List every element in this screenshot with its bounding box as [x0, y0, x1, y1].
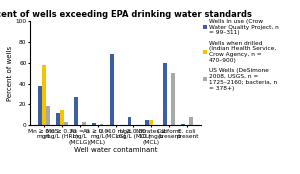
Bar — [60, 110, 64, 125]
Bar — [164, 63, 167, 125]
X-axis label: Well water contaminant: Well water contaminant — [74, 147, 157, 153]
Bar — [92, 123, 96, 125]
Bar — [146, 120, 149, 125]
Bar — [100, 124, 104, 125]
Bar — [110, 54, 113, 125]
Bar — [149, 120, 153, 125]
Legend: Wells in use (Crow
Water Quality Project, n
= 99–311), Wells when drilled
(India: Wells in use (Crow Water Quality Project… — [203, 19, 279, 91]
Bar — [182, 124, 185, 125]
Bar — [46, 106, 50, 125]
Bar — [189, 117, 193, 125]
Bar — [82, 122, 86, 125]
Title: Percent of wells exceeding EPA drinking water standards: Percent of wells exceeding EPA drinking … — [0, 10, 251, 19]
Bar — [74, 97, 78, 125]
Bar — [38, 86, 42, 125]
Bar — [128, 117, 131, 125]
Bar — [171, 73, 175, 125]
Bar — [56, 113, 60, 125]
Bar — [42, 65, 46, 125]
Bar — [64, 122, 68, 125]
Y-axis label: Percent of wells: Percent of wells — [7, 46, 13, 101]
